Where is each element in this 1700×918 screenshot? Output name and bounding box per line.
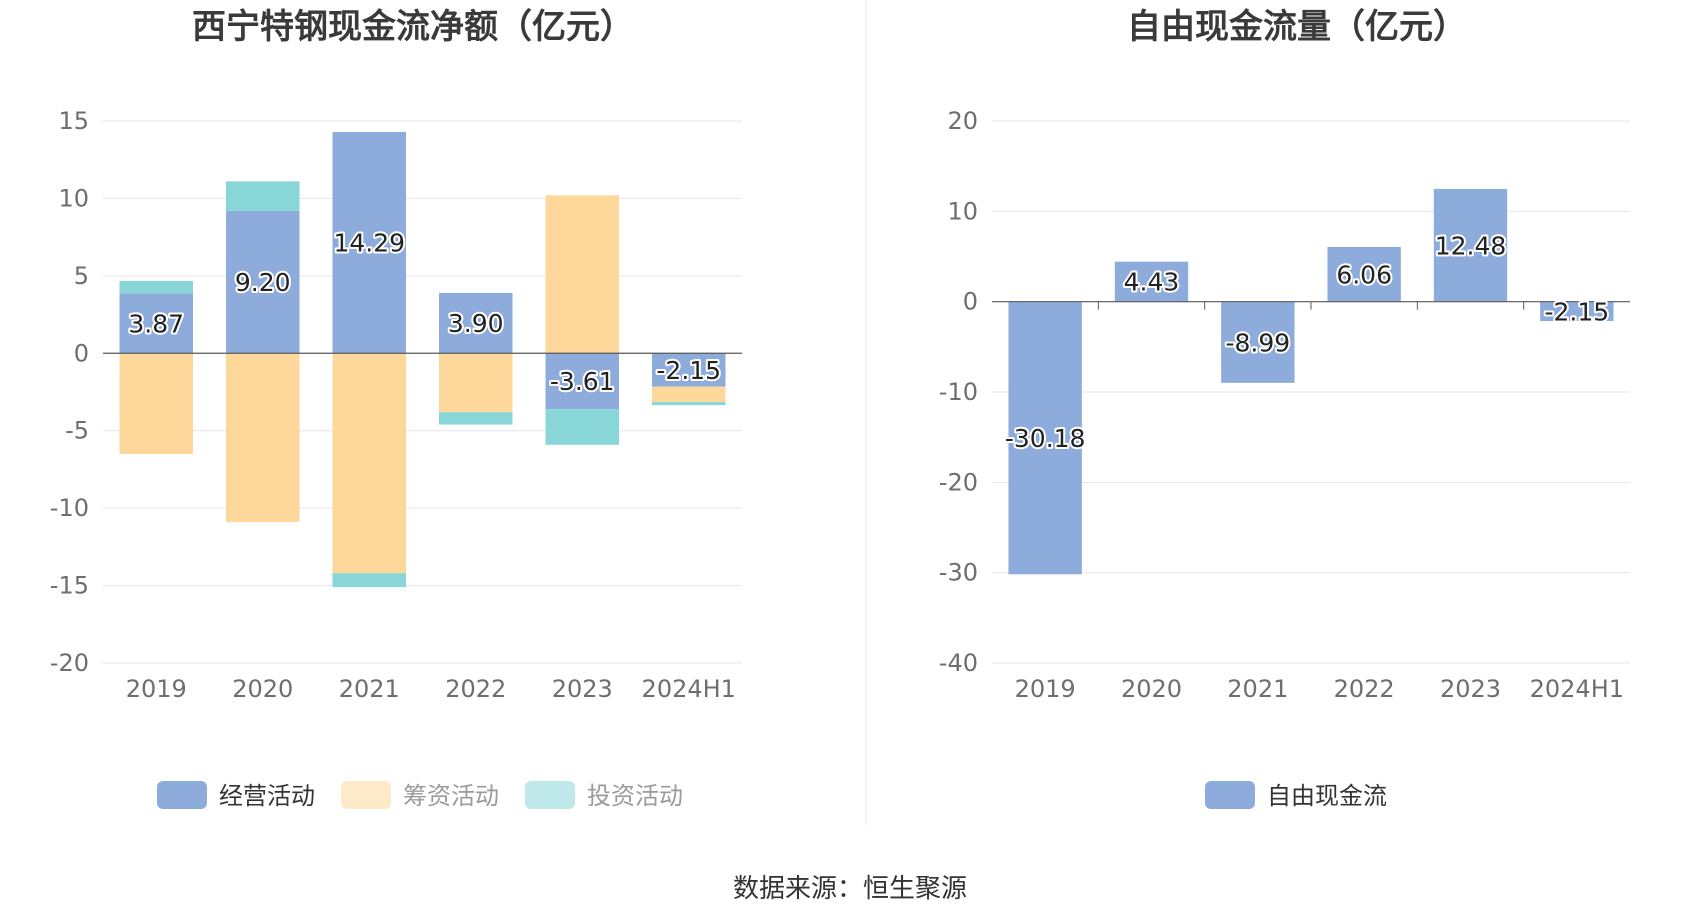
free-cashflow-chart-title: 自由现金流量（亿元） — [1127, 7, 1467, 47]
bar-series1-2024H1 — [652, 386, 726, 403]
bar-free-cash-2021 — [1221, 301, 1295, 383]
legend-swatch[interactable] — [525, 781, 575, 809]
y-tick-label: -20 — [939, 468, 978, 496]
legend-label[interactable]: 投资活动 — [587, 782, 683, 810]
bar-series0-2023 — [545, 353, 619, 410]
bar-series2-2021 — [332, 573, 406, 588]
y-tick-label: 5 — [74, 262, 89, 290]
data-label: -8.99 — [1225, 328, 1290, 357]
data-label: 9.20 — [235, 268, 291, 297]
y-tick-label: -5 — [65, 417, 89, 445]
y-tick-label: 20 — [947, 107, 978, 135]
y-tick-label: -10 — [939, 378, 978, 406]
bar-series0-2021 — [332, 131, 406, 354]
y-tick-label: -10 — [50, 494, 89, 522]
y-tick-label: 15 — [58, 107, 89, 135]
data-label: 12.48 — [1435, 231, 1507, 260]
y-tick-label: 0 — [74, 339, 89, 367]
y-tick-label: 10 — [947, 197, 978, 225]
free-cashflow-chart: 20 10 0 -10 -20 -30 -40 2019 2020 2021 2022 2023 202… — [939, 107, 1630, 703]
data-label: 3.87 — [128, 309, 184, 338]
cashflow-chart-title: 西宁特钢现金流净额（亿元） — [192, 7, 634, 47]
data-label: 4.43 — [1124, 268, 1180, 297]
cashflow-chart-legend: 经营活动 筹资活动 投资活动 — [157, 781, 683, 810]
y-tick-label: -20 — [50, 649, 89, 677]
x-tick-label: 2021 — [339, 675, 400, 703]
data-label: -30.18 — [1005, 424, 1086, 453]
legend-label[interactable]: 筹资活动 — [403, 782, 499, 810]
bar-series2-2024H1 — [652, 402, 726, 406]
bar-series0-2020 — [226, 210, 300, 354]
data-source-note: 数据来源：恒生聚源 — [732, 874, 967, 904]
y-tick-label: 0 — [963, 288, 978, 316]
x-tick-label: 2023 — [1440, 675, 1501, 703]
bar-free-cash-2019 — [1008, 301, 1082, 575]
data-label: 3.90 — [448, 309, 504, 338]
legend-swatch[interactable] — [1205, 781, 1255, 809]
x-tick-label: 2019 — [1015, 675, 1076, 703]
x-tick-label: 2022 — [445, 675, 506, 703]
bar-series1-2020 — [226, 353, 300, 523]
data-label: -2.15 — [656, 356, 721, 385]
legend-swatch[interactable] — [157, 781, 207, 809]
bar-free-cash-2022 — [1327, 246, 1401, 302]
legend-label[interactable]: 经营活动 — [219, 782, 315, 810]
x-tick-label: 2024H1 — [1530, 675, 1624, 703]
bar-series1-2021 — [332, 353, 406, 574]
legend-label[interactable]: 自由现金流 — [1267, 782, 1387, 810]
legend-swatch[interactable] — [341, 781, 391, 809]
bar-series2-2023 — [545, 409, 619, 445]
bar-free-cash-2023 — [1433, 188, 1508, 302]
x-tick-label: 2020 — [1121, 675, 1182, 703]
data-label: 14.29 — [333, 229, 405, 258]
bar-series0-2019 — [119, 293, 193, 354]
data-label: 6.06 — [1336, 260, 1392, 289]
y-tick-label: 10 — [58, 184, 89, 212]
free-cashflow-chart-legend: 自由现金流 — [1205, 781, 1387, 810]
x-tick-label: 2020 — [232, 675, 293, 703]
y-tick-label: -15 — [50, 572, 89, 600]
y-tick-label: -40 — [939, 649, 978, 677]
bar-series2-2020 — [226, 181, 300, 211]
x-tick-label: 2021 — [1227, 675, 1288, 703]
x-tick-label: 2024H1 — [642, 675, 736, 703]
bar-series2-2019 — [119, 280, 193, 294]
bar-series1-2023 — [545, 195, 619, 354]
bar-series1-2022 — [439, 353, 513, 413]
bar-series2-2022 — [439, 412, 513, 425]
x-tick-label: 2023 — [552, 675, 613, 703]
data-label: -2.15 — [1544, 297, 1609, 326]
bar-free-cash-2020 — [1114, 261, 1189, 302]
y-tick-label: -30 — [939, 559, 978, 587]
x-tick-label: 2019 — [126, 675, 187, 703]
bar-free-cash-2024H1 — [1540, 301, 1614, 322]
bar-series1-2019 — [119, 353, 193, 454]
x-tick-label: 2022 — [1334, 675, 1395, 703]
cashflow-chart: 15 10 5 0 -5 -10 -15 -20 2019 2020 2021 2022 2023 202… — [50, 107, 742, 703]
bar-series0-2024H1 — [652, 353, 726, 387]
bar-series0-2022 — [439, 292, 513, 354]
data-label: -3.61 — [550, 367, 615, 396]
